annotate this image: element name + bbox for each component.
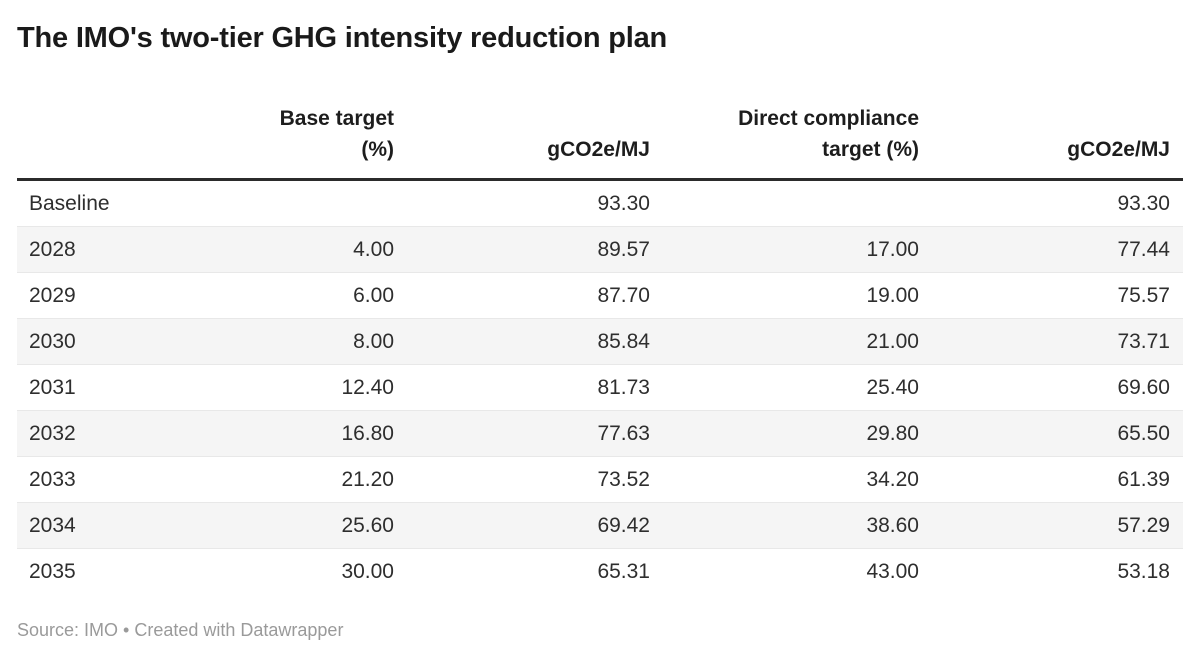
table-cell: 85.84 [597,329,650,353]
table-cell: 8.00 [353,329,394,353]
table-cell: 21.00 [866,329,919,353]
row-label: 2032 [29,421,76,445]
table-cell: 77.63 [597,421,650,445]
table-cell: 43.00 [866,559,919,583]
row-label: 2031 [29,375,76,399]
header-row: Base target (%) gCO2e/MJ Direct complian… [17,103,1183,180]
table-cell: 89.57 [597,237,650,261]
table-cell: 12.40 [341,375,394,399]
table-cell: 87.70 [597,283,650,307]
table-header: Base target (%) gCO2e/MJ Direct complian… [17,103,1183,180]
row-label: 2030 [29,329,76,353]
table-cell: 65.50 [1117,421,1170,445]
table-cell: 21.20 [341,467,394,491]
table-chart: The IMO's two-tier GHG intensity reducti… [17,22,1183,640]
table-cell: 77.44 [1117,237,1170,261]
column-header-direct-compliance: Direct compliance target (%) [738,107,919,161]
table-cell: 17.00 [866,237,919,261]
table-row: 2031 12.40 81.73 25.40 69.60 [17,365,1183,411]
table-cell: 25.60 [341,513,394,537]
table-body: Baseline 93.30 93.30 2028 4.00 89.57 17.… [17,180,1183,595]
table-cell: 93.30 [597,191,650,215]
table-cell: 30.00 [341,559,394,583]
row-label: 2035 [29,559,76,583]
table-row: 2035 30.00 65.31 43.00 53.18 [17,549,1183,595]
table-row: 2032 16.80 77.63 29.80 65.50 [17,410,1183,457]
table-row: 2033 21.20 73.52 34.20 61.39 [17,457,1183,503]
table-cell: 29.80 [866,421,919,445]
row-label: 2028 [29,237,76,261]
table-row: 2034 25.60 69.42 38.60 57.29 [17,502,1183,549]
column-header-direct-gco2e: gCO2e/MJ [1067,138,1170,161]
table-row: Baseline 93.30 93.30 [17,180,1183,227]
page-title: The IMO's two-tier GHG intensity reducti… [17,22,668,54]
column-header-base-gco2e: gCO2e/MJ [547,138,650,161]
table-row: 2030 8.00 85.84 21.00 73.71 [17,318,1183,365]
row-label: 2034 [29,513,76,537]
table-cell: 38.60 [866,513,919,537]
table-cell: 6.00 [353,283,394,307]
table-cell: 93.30 [1117,191,1170,215]
row-label: Baseline [29,191,110,215]
table-cell: 16.80 [341,421,394,445]
table-row: 2029 6.00 87.70 19.00 75.57 [17,273,1183,319]
table-cell: 73.71 [1117,329,1170,353]
table-cell: 25.40 [866,375,919,399]
column-header-base-target: Base target (%) [279,107,394,161]
table-cell: 4.00 [353,237,394,261]
table-cell: 81.73 [597,375,650,399]
table-cell: 61.39 [1117,467,1170,491]
row-label: 2029 [29,283,76,307]
table-cell: 75.57 [1117,283,1170,307]
table-cell: 69.60 [1117,375,1170,399]
table-cell: 65.31 [597,559,650,583]
table-cell: 34.20 [866,467,919,491]
table-cell [650,180,919,227]
table-cell: 19.00 [866,283,919,307]
table-row: 2028 4.00 89.57 17.00 77.44 [17,226,1183,273]
row-label: 2033 [29,467,76,491]
table-cell: 53.18 [1117,559,1170,583]
table-cell [197,180,394,227]
column-header-rowlabel [17,103,197,180]
table-cell: 73.52 [597,467,650,491]
data-table: Base target (%) gCO2e/MJ Direct complian… [17,103,1183,594]
source-credit-line: Source: IMO • Created with Datawrapper [17,620,344,640]
table-cell: 69.42 [597,513,650,537]
table-cell: 57.29 [1117,513,1170,537]
